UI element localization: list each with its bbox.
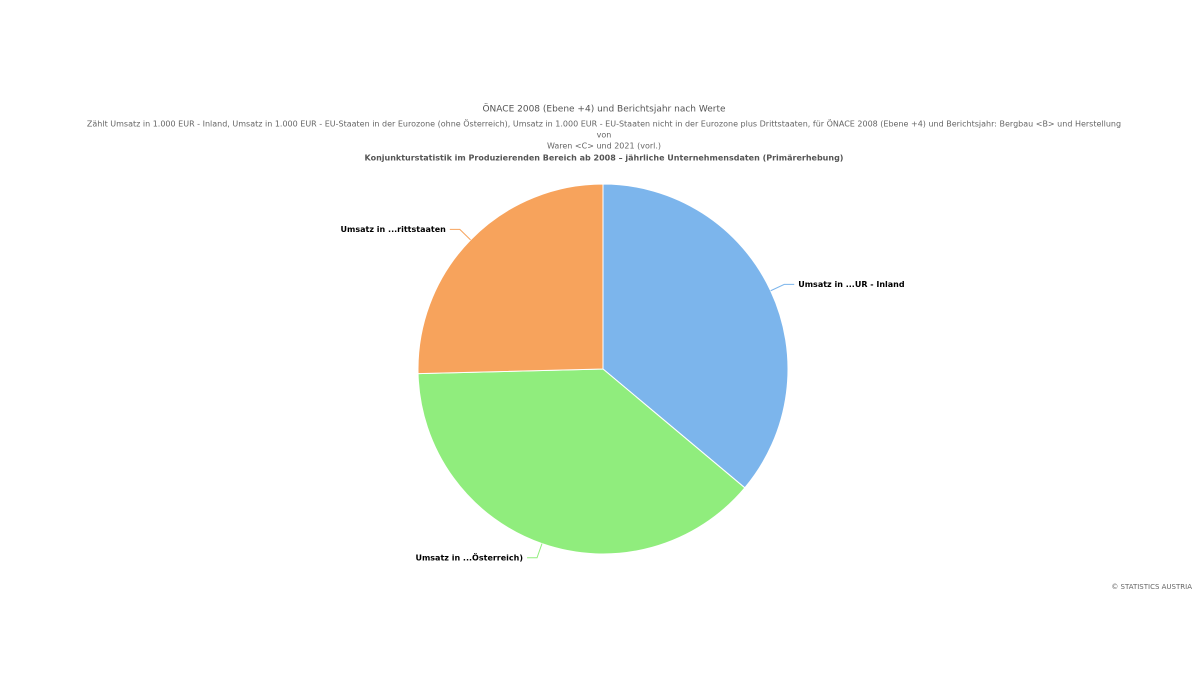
data-label: Umsatz in ...UR - Inland: [798, 280, 905, 289]
credits: © STATISTICS AUSTRIA: [1111, 583, 1192, 591]
label-connector: [527, 543, 543, 559]
label-connector: [770, 283, 795, 292]
chart-caption: Konjunkturstatistik im Produzierenden Be…: [365, 154, 844, 163]
chart-subtitle: Zählt Umsatz in 1.000 EUR - Inland, Umsa…: [87, 119, 1121, 129]
label-connector: [449, 228, 471, 241]
chart-subtitle: von: [597, 131, 612, 140]
pie-slice: [417, 183, 604, 375]
data-label: Umsatz in ...Österreich): [415, 552, 523, 562]
data-label: Umsatz in ...rittstaaten: [341, 225, 447, 234]
chart-title: ÖNACE 2008 (Ebene +4) und Berichtsjahr n…: [482, 104, 726, 115]
chart-subtitle: Waren <C> und 2021 (vorl.): [547, 142, 661, 151]
